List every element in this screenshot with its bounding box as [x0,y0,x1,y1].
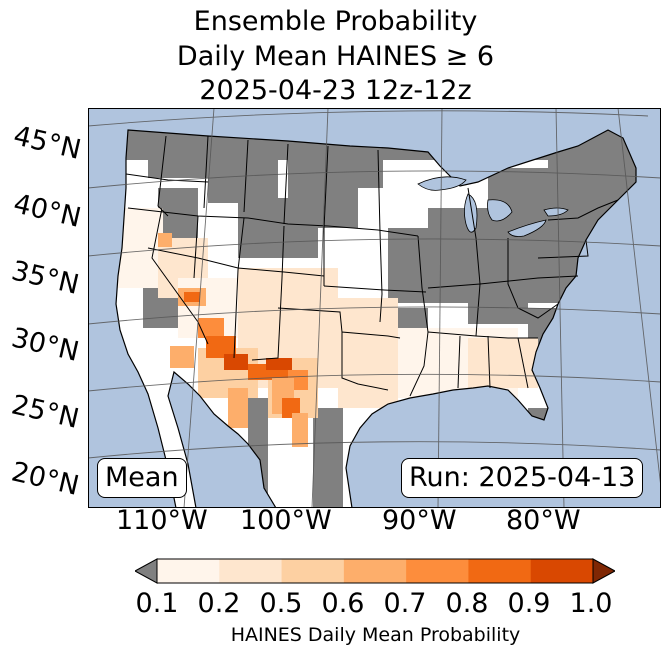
colorbar-label: HAINES Daily Mean Probability [230,624,521,646]
colorbar-tick-7: 1.0 [569,588,613,619]
colorbar-frame [156,558,594,584]
mean-label-box: Mean [97,458,187,498]
lake-ontario [543,207,569,217]
colorbar-under-arrow [135,558,158,584]
colorbar-bins [157,559,594,583]
title-line-2: Daily Mean HAINES ≥ 6 [176,41,495,72]
lake-superior [417,176,467,191]
colorbar-tick-6: 0.9 [507,588,551,619]
colorbar-bin-5 [468,559,532,583]
colorbar-bin-3 [343,559,407,583]
colorbar-over-arrow [592,558,615,584]
colorbar-tick-0: 0.1 [135,588,179,619]
lon-label-80w: 80°W [506,505,581,536]
title-line-3: 2025-04-23 12z-12z [199,75,472,106]
colorbar-bin-4 [406,559,469,583]
colorbar-tick-3: 0.6 [321,588,365,619]
lon-label-90w: 90°W [382,505,457,536]
colorbar-tick-2: 0.5 [259,588,303,619]
lat-label-40: 40°N [10,188,84,234]
colorbar-bin-0 [157,559,220,583]
run-label-box: Run: 2025-04-13 [401,458,644,498]
colorbar-bin-2 [281,559,345,583]
lat-label-30: 30°N [8,322,82,368]
map-frame [88,108,661,508]
probability-map [88,108,661,508]
map-panel [88,108,661,508]
state-borders [125,135,619,397]
title-line-1: Ensemble Probability [193,6,478,37]
colorbar-tick-4: 0.7 [383,588,427,619]
lat-label-45: 45°N [10,120,84,166]
colorbar [135,558,615,584]
colorbar-bin-6 [530,559,594,583]
lon-label-110w: 110°W [116,505,208,536]
lake-huron [487,199,513,222]
lake-erie [507,219,547,237]
lat-label-25: 25°N [8,389,82,435]
lon-label-100w: 100°W [240,505,332,536]
lat-label-35: 35°N [8,255,82,301]
lat-label-20: 20°N [8,456,82,502]
colorbar-bin-1 [219,559,283,583]
colorbar-tick-1: 0.2 [197,588,241,619]
colorbar-tick-5: 0.8 [445,588,489,619]
graticule [88,108,661,508]
